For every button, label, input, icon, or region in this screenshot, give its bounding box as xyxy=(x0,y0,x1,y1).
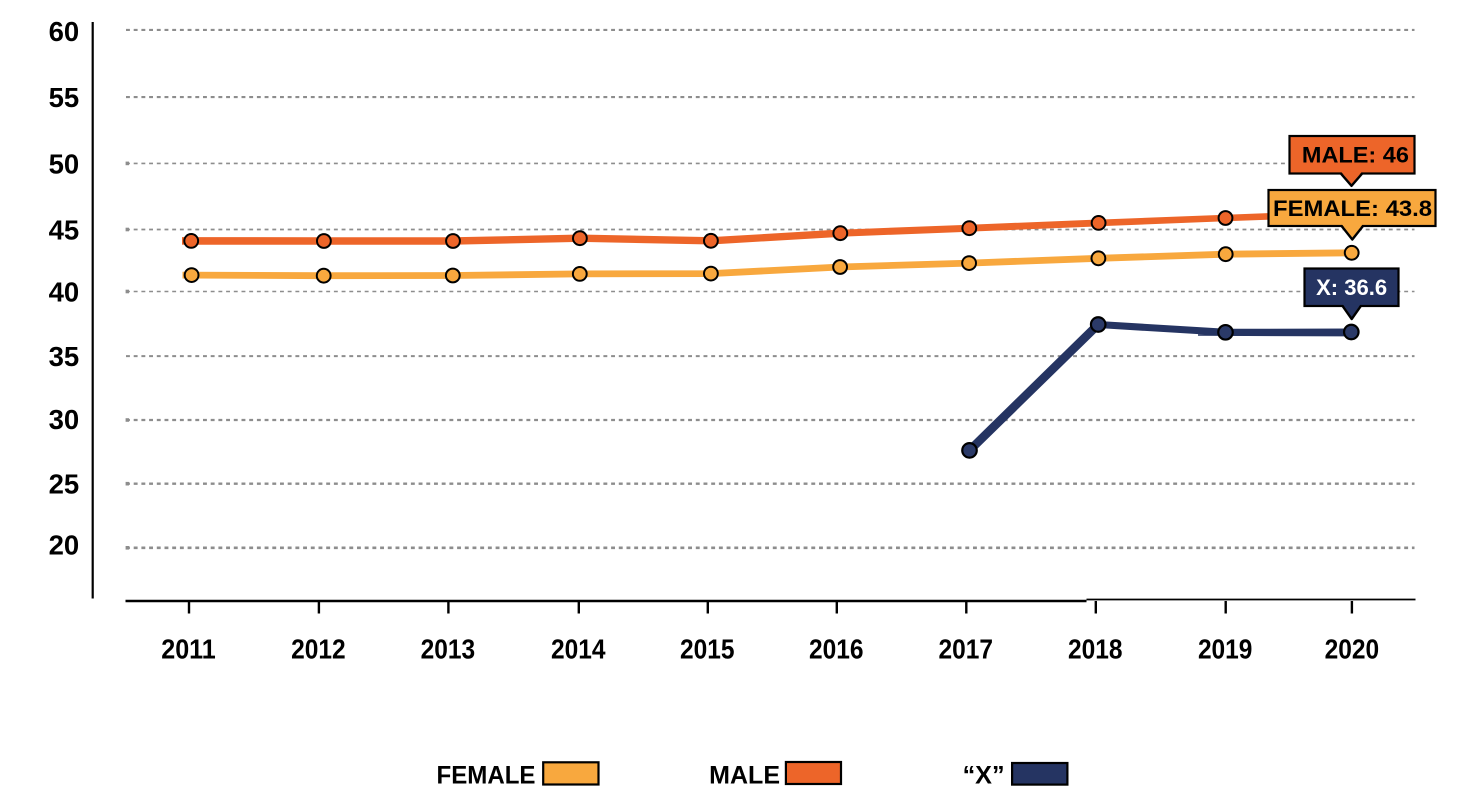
svg-text:60: 60 xyxy=(49,16,80,47)
svg-text:2018: 2018 xyxy=(1068,634,1123,665)
svg-text:50: 50 xyxy=(49,149,80,180)
svg-text:2014: 2014 xyxy=(551,634,606,665)
svg-text:2020: 2020 xyxy=(1325,634,1380,665)
svg-text:“X”: “X” xyxy=(963,762,1005,788)
svg-text:2013: 2013 xyxy=(421,634,476,665)
svg-text:MALE: 46: MALE: 46 xyxy=(1302,142,1409,167)
svg-text:2017: 2017 xyxy=(939,634,994,665)
svg-text:2016: 2016 xyxy=(809,634,864,665)
svg-text:25: 25 xyxy=(49,469,80,500)
svg-text:20: 20 xyxy=(49,529,80,560)
svg-text:X: 36.6: X: 36.6 xyxy=(1316,275,1387,300)
svg-text:FEMALE: FEMALE xyxy=(437,762,536,788)
svg-text:35: 35 xyxy=(49,341,80,372)
svg-text:2012: 2012 xyxy=(291,634,346,665)
svg-text:55: 55 xyxy=(49,82,80,113)
svg-text:2019: 2019 xyxy=(1198,634,1253,665)
svg-text:40: 40 xyxy=(49,277,80,308)
svg-text:2015: 2015 xyxy=(680,634,735,665)
svg-text:MALE: MALE xyxy=(709,762,780,788)
svg-text:45: 45 xyxy=(49,215,80,246)
svg-text:30: 30 xyxy=(49,404,80,435)
svg-text:FEMALE: 43.8: FEMALE: 43.8 xyxy=(1273,196,1432,221)
svg-text:2011: 2011 xyxy=(161,634,216,665)
